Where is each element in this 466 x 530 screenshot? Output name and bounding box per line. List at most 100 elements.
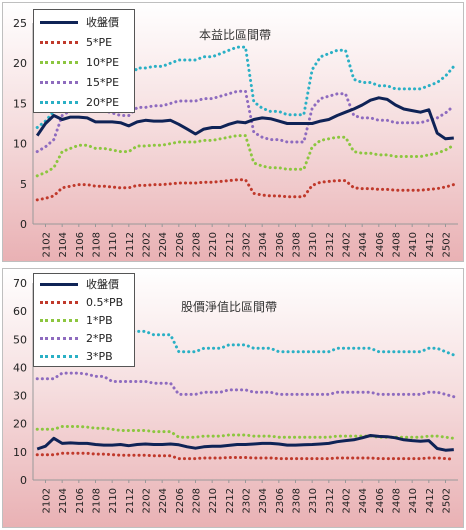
x-tick-label: 2110 — [108, 232, 119, 257]
legend-swatch-1pb — [40, 318, 78, 322]
pb-band-chart-panel: 股價淨值比區間帶 0 10 20 30 40 50 60 70 2102 2104 2106 2108… — [2, 268, 464, 528]
legend-item-1pb: 1*PB — [40, 312, 113, 328]
x-tick-label: 2212 — [225, 232, 236, 257]
series-line- — [35, 96, 454, 141]
x-tick-label: 2108 — [92, 488, 103, 513]
legend-item-close-price-pb: 收盤價 — [40, 276, 119, 292]
legend-label-15pe: 15*PE — [86, 75, 120, 89]
legend-swatch-5pe — [40, 40, 78, 44]
legend-swatch-close-price-pb — [40, 282, 78, 286]
legend-label-close-price: 收盤價 — [86, 16, 119, 29]
series-line-5pe — [35, 178, 456, 202]
y-tick-label: 25 — [13, 17, 27, 30]
x-tick-label: 2304 — [258, 488, 269, 513]
y-tick-label: 20 — [13, 57, 27, 70]
legend-swatch-10pe — [40, 60, 78, 64]
x-tick-label: 2408 — [392, 232, 403, 257]
x-tick-label: 2104 — [58, 488, 69, 513]
x-tick-label: 2302 — [242, 232, 253, 257]
series-line-3pb — [35, 318, 456, 357]
x-tick-label: 2406 — [375, 488, 386, 513]
x-tick-label: 2502 — [442, 232, 453, 257]
legend-item-15pe: 15*PE — [40, 74, 119, 90]
y-tick-label: 20 — [13, 418, 27, 431]
x-tick-label: 2308 — [292, 232, 303, 257]
x-tick-label: 2208 — [192, 488, 203, 513]
x-tick-label: 2310 — [308, 232, 319, 257]
x-tick-label: 2410 — [408, 488, 419, 513]
series-line-05pb — [35, 451, 456, 461]
x-tick-label: 2406 — [375, 232, 386, 257]
x-tick-label: 2104 — [58, 232, 69, 257]
series-line-1pb — [35, 425, 456, 440]
x-tick-label: 2204 — [158, 232, 169, 257]
x-tick-label: 2310 — [308, 488, 319, 513]
legend-item-20pe: 20*PE — [40, 94, 119, 110]
x-tick-label: 2404 — [358, 232, 369, 257]
x-tick-label: 2402 — [342, 488, 353, 513]
x-tick-label: 2308 — [292, 488, 303, 513]
x-tick-label: 2106 — [75, 232, 86, 257]
series-line- — [36, 434, 454, 452]
x-tick-label: 2206 — [175, 232, 186, 257]
x-tick-label: 2106 — [75, 488, 86, 513]
y-tick-label: 15 — [13, 97, 27, 110]
x-tick-label: 2304 — [258, 232, 269, 257]
legend-label-2pb: 2*PB — [86, 331, 113, 345]
pb-band-chart: 股價淨值比區間帶 0 10 20 30 40 50 60 70 2102 2104 2106 2108… — [13, 277, 458, 513]
x-tick-label: 2408 — [392, 488, 403, 513]
x-tick-label: 2108 — [92, 232, 103, 257]
y-tick-label: 50 — [13, 333, 27, 346]
x-tick-label: 2112 — [125, 488, 136, 513]
x-tick-label: 2102 — [42, 488, 53, 513]
legend-swatch-05pb — [40, 300, 78, 304]
series-line-2pb — [35, 371, 456, 399]
x-tick-label: 2110 — [108, 488, 119, 513]
x-tick-label: 2312 — [325, 232, 336, 257]
legend-item-5pe: 5*PE — [40, 34, 112, 50]
y-tick-label: 70 — [13, 277, 27, 290]
x-tick-label: 2502 — [442, 488, 453, 513]
pe-band-chart-panel: 本益比區間帶 0 5 10 15 20 25 2102 2104 2106 2108 2110 211… — [2, 2, 464, 262]
legend-swatch-20pe — [40, 100, 78, 104]
x-tick-label: 2210 — [208, 232, 219, 257]
x-tick-label: 2412 — [425, 488, 436, 513]
x-tick-label: 2102 — [42, 232, 53, 257]
legend-item-3pb: 3*PB — [40, 348, 113, 364]
x-tick-label: 2302 — [242, 488, 253, 513]
y-tick-label: 0 — [20, 474, 27, 487]
legend-label-10pe: 10*PE — [86, 55, 120, 69]
y-tick-label: 10 — [13, 446, 27, 459]
legend-item-05pb: 0.5*PB — [40, 294, 123, 310]
legend-item-2pb: 2*PB — [40, 330, 113, 346]
series-line-10pe — [35, 134, 456, 178]
y-tick-label: 30 — [13, 390, 27, 403]
legend-label-close-price-pb: 收盤價 — [86, 278, 119, 291]
legend-label-5pe: 5*PE — [86, 35, 113, 49]
y-tick-label: 60 — [13, 305, 27, 318]
legend-item-close-price: 收盤價 — [40, 14, 119, 30]
legend-swatch-2pb — [40, 336, 78, 340]
series-line-15pe — [35, 89, 456, 154]
legend-swatch-close-price — [40, 20, 78, 24]
x-tick-label: 2404 — [358, 488, 369, 513]
legend-label-20pe: 20*PE — [86, 95, 120, 109]
x-tick-label: 2112 — [125, 232, 136, 257]
x-tick-label: 2306 — [275, 232, 286, 257]
x-tick-label: 2410 — [408, 232, 419, 257]
x-tick-label: 2312 — [325, 488, 336, 513]
legend-item-10pe: 10*PE — [40, 54, 119, 70]
x-tick-label: 2208 — [192, 232, 203, 257]
y-tick-label: 10 — [13, 138, 27, 151]
x-tick-label: 2202 — [142, 488, 153, 513]
x-tick-label: 2402 — [342, 232, 353, 257]
x-tick-label: 2210 — [208, 488, 219, 513]
x-tick-label: 2306 — [275, 488, 286, 513]
pb-chart-title: 股價淨值比區間帶 — [181, 299, 277, 314]
y-tick-label: 0 — [20, 218, 27, 231]
x-tick-label: 2202 — [142, 232, 153, 257]
x-tick-label: 2204 — [158, 488, 169, 513]
legend-swatch-3pb — [40, 354, 78, 358]
x-tick-label: 2206 — [175, 488, 186, 513]
y-tick-label: 5 — [20, 178, 27, 191]
